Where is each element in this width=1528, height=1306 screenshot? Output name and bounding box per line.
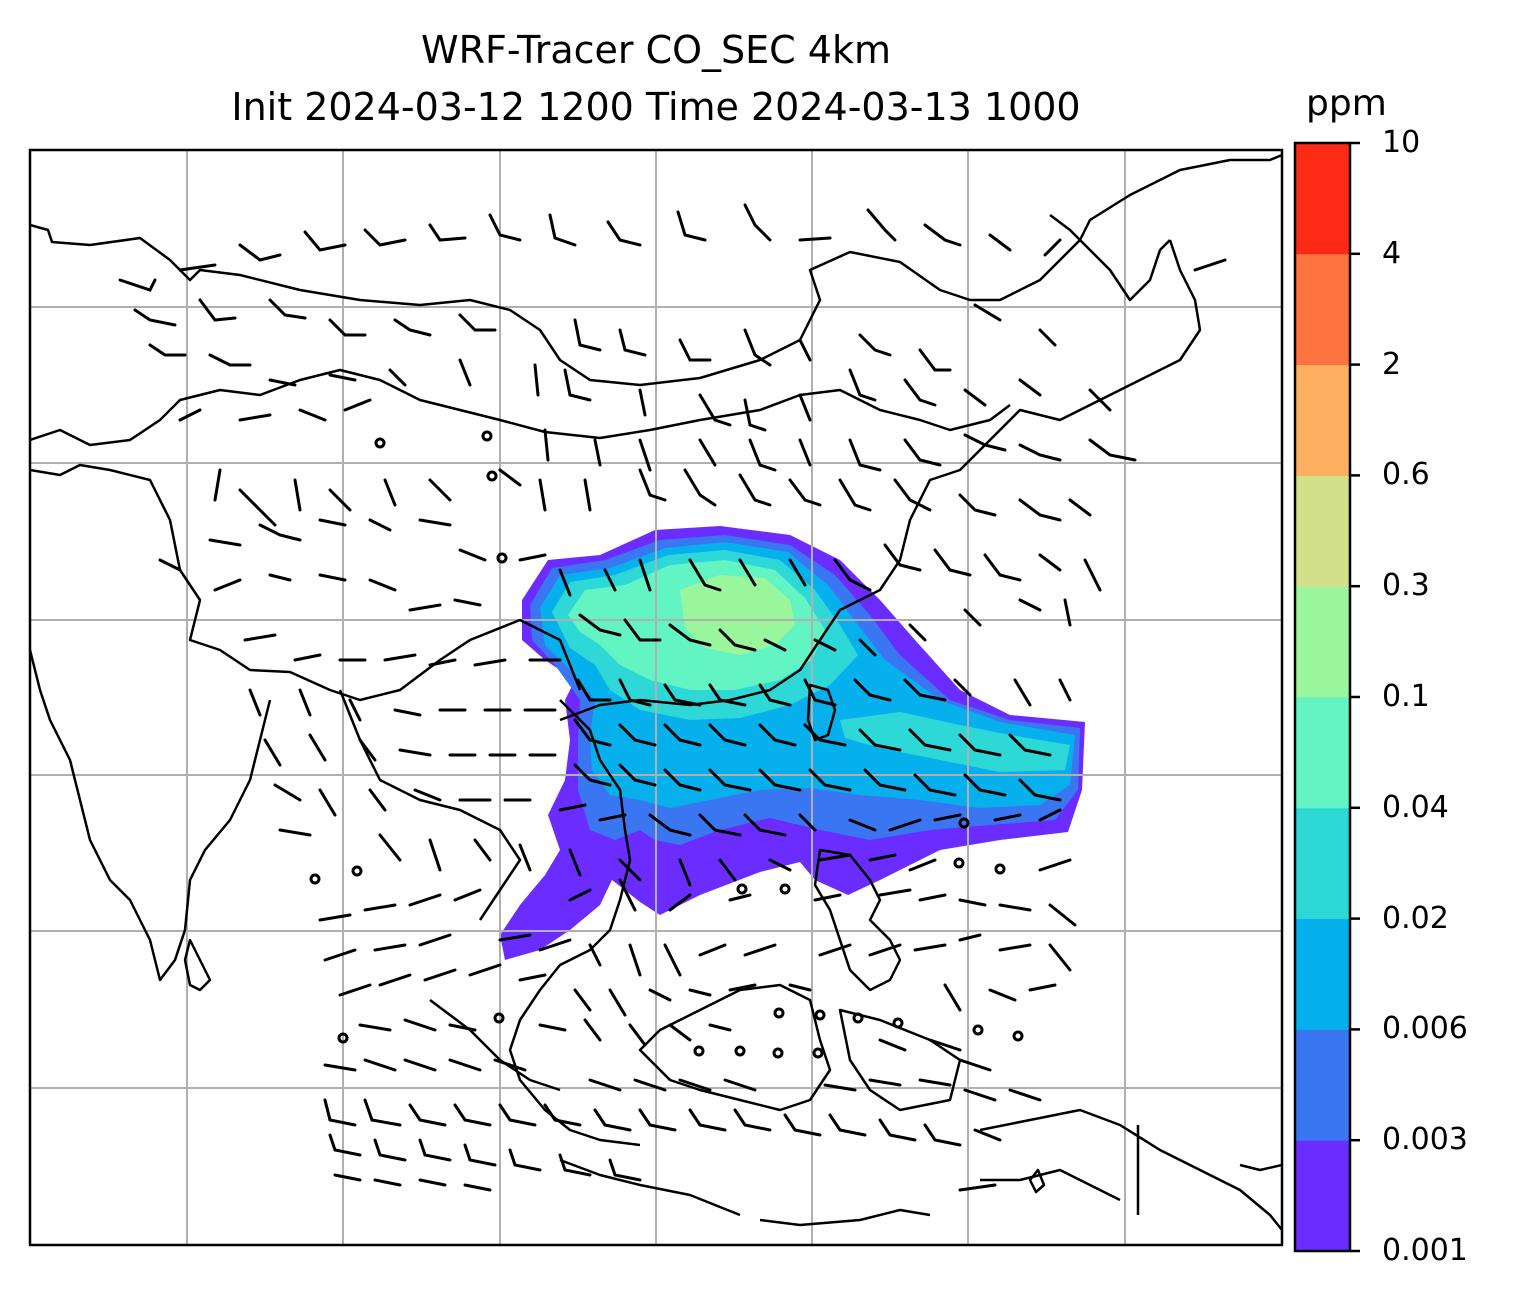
gridlines: [30, 150, 1282, 1245]
plume-level-0.02-band: [840, 712, 1070, 772]
colorbar-tick-label: 0.006: [1382, 1011, 1468, 1047]
colorbar-tick-label: 0.001: [1382, 1233, 1468, 1268]
colorbar-swatch-3: [1295, 807, 1350, 920]
colorbar-frame: [1293, 141, 1352, 1253]
colorbar-swatch-7: [1295, 364, 1350, 476]
map-frame: [28, 148, 1284, 1247]
colorbar-swatch-0: [1295, 1140, 1350, 1252]
colorbar-tick-label: 0.02: [1382, 900, 1449, 936]
colorbar: [1295, 141, 1360, 1253]
chart-title-line1: WRF-Tracer CO_SEC 4km: [421, 28, 891, 72]
colorbar-swatch-6: [1295, 475, 1350, 587]
colorbar-swatch-2: [1295, 918, 1350, 1030]
colorbar-tick-label: 0.3: [1382, 568, 1430, 604]
colorbar-tick-label: 0.6: [1382, 457, 1430, 493]
colorbar-swatch-8: [1295, 253, 1350, 366]
calm-wind-markers: [309, 430, 1024, 1059]
plume-level-0.1: [680, 575, 795, 655]
colorbar-tick-label: 0.04: [1382, 789, 1449, 825]
colorbar-unit: ppm: [1306, 83, 1387, 124]
colorbar-swatch-5: [1295, 586, 1350, 698]
wind-barbs: [118, 203, 1227, 1192]
colorbar-tick-label: 0.1: [1382, 679, 1430, 714]
colorbar-swatch-4: [1295, 697, 1350, 809]
colorbar-tick-label: 4: [1382, 235, 1402, 271]
colorbar-swatch-1: [1295, 1029, 1350, 1141]
colorbar-tick-label: 0.003: [1382, 1122, 1468, 1158]
colorbar-swatch-9: [1295, 143, 1350, 255]
colorbar-tick-label: 10: [1382, 125, 1421, 160]
colorbar-tick-label: 2: [1382, 346, 1402, 382]
chart-title-line2: Init 2024-03-12 1200 Time 2024-03-13 100…: [231, 85, 1081, 129]
